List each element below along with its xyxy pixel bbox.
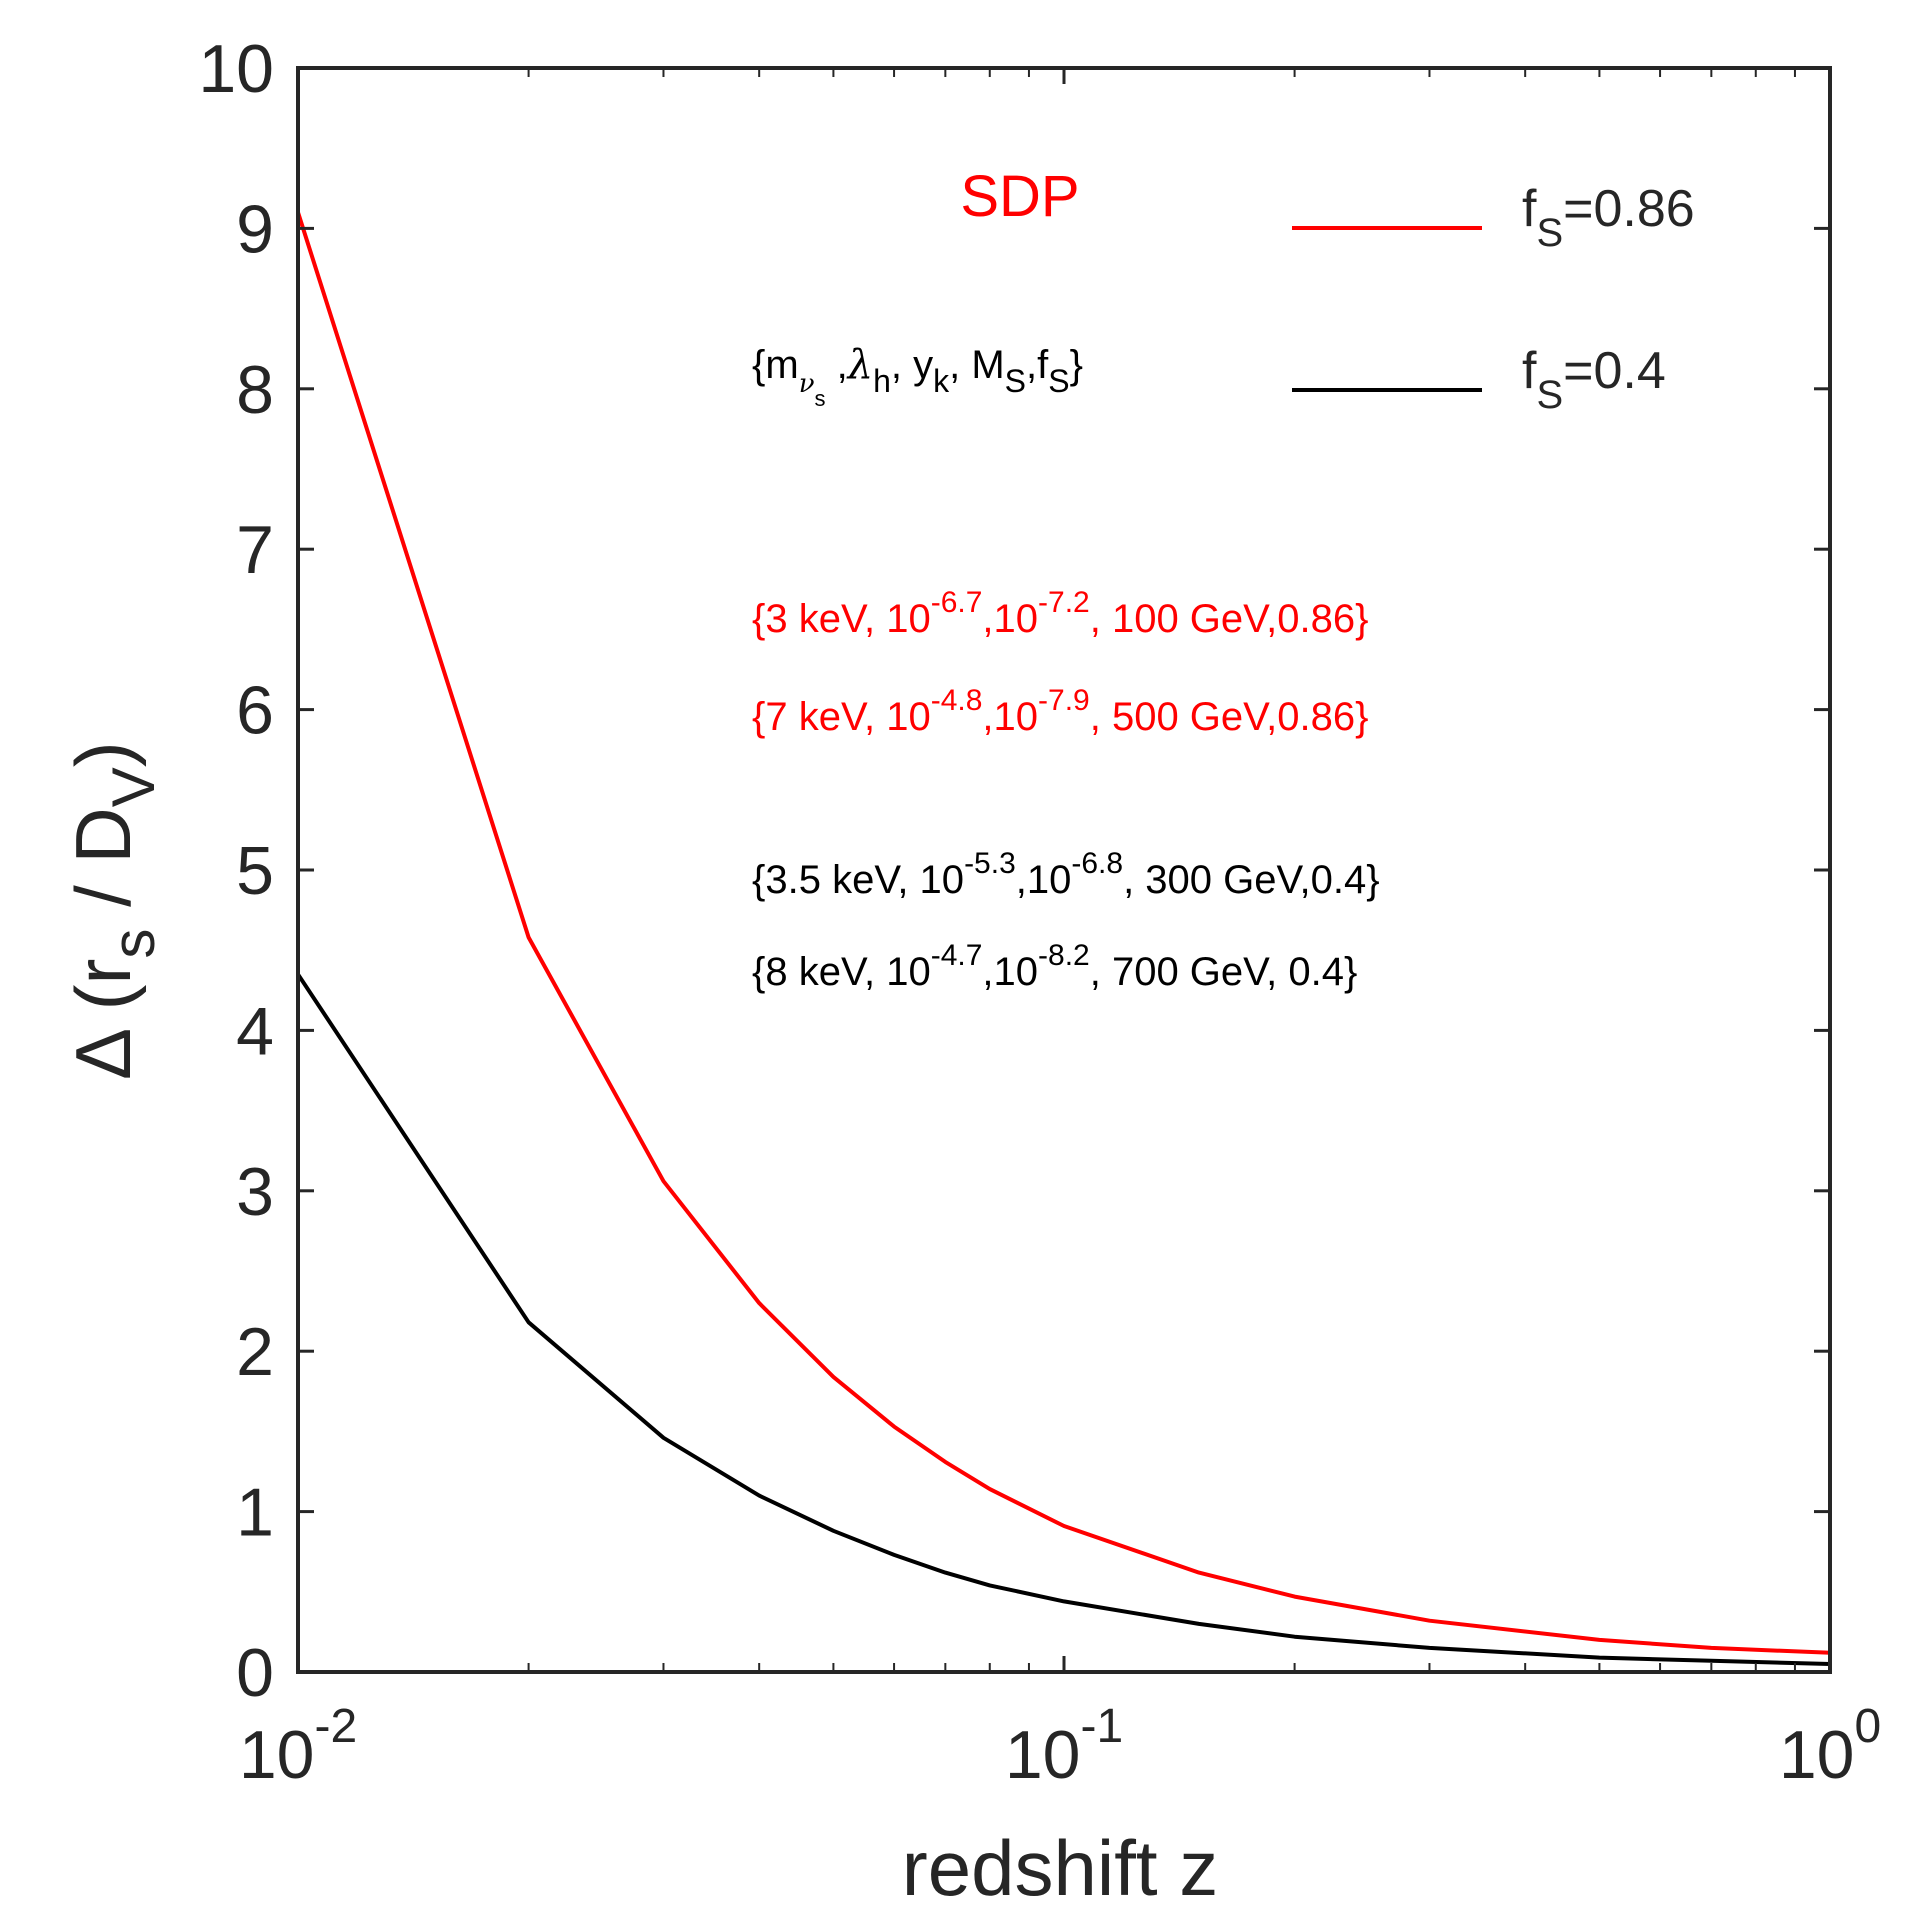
y-axis-title-mid: / D (59, 807, 147, 928)
a2-e1: -4.8 (931, 684, 983, 717)
legend-red-rest: =0.86 (1563, 180, 1695, 238)
y-tick-label: 3 (236, 1154, 274, 1230)
hdr-y: , y (891, 343, 933, 387)
x-tick-label-exponent: -1 (1080, 1700, 1123, 1753)
annotation-red-2: {7 keV, 10-4.8,10-7.9, 500 GeV,0.86} (752, 684, 1369, 739)
axes (296, 66, 1832, 1674)
hdr-MS: S (1005, 363, 1026, 399)
a3-p3: , 300 GeV,0.4} (1123, 858, 1380, 902)
series-line-1 (296, 973, 1831, 1666)
annotation-red-1: {3 keV, 10-6.7,10-7.2, 100 GeV,0.86} (752, 586, 1369, 641)
series-line-0 (296, 211, 1831, 1655)
y-axis-title-close: ) (59, 741, 147, 767)
y-tick-labels: 0 1 2 3 4 5 6 7 8 9 10 (198, 31, 274, 1711)
a1-e1: -6.7 (931, 586, 983, 619)
a4-e2: -8.2 (1038, 939, 1090, 972)
y-tick-label: 4 (236, 993, 274, 1069)
a3-e1: -5.3 (964, 847, 1016, 880)
a1-p1: {3 keV, 10 (752, 597, 931, 641)
hdr-k: k (933, 363, 950, 399)
legend-black-sub: S (1536, 373, 1563, 417)
legend-black-rest: =0.4 (1563, 342, 1666, 400)
hdr-comma1: , (826, 343, 848, 387)
plot-lines (296, 211, 1831, 1666)
a2-p2: ,10 (982, 695, 1038, 739)
y-tick-label: 0 (236, 1635, 274, 1711)
a4-p3: , 700 GeV, 0.4} (1090, 950, 1358, 994)
x-tick-label-exponent: 0 (1854, 1700, 1881, 1753)
x-tick-label: 100 (1779, 1700, 1881, 1793)
legend-red-sub: S (1536, 211, 1563, 255)
plot-title: SDP (960, 164, 1079, 229)
hdr-M: , M (949, 343, 1005, 387)
x-tick-label-base: 10 (1005, 1717, 1081, 1793)
hdr-nu-sub: s (815, 386, 826, 411)
y-tick-label: 1 (236, 1475, 274, 1551)
a3-p1: {3.5 keV, 10 (752, 858, 964, 902)
y-tick-label: 7 (236, 512, 274, 588)
annotation-black-2: {8 keV, 10-4.7,10-8.2, 700 GeV, 0.4} (752, 939, 1357, 994)
parameter-header: {mνs ,λh, yk, MS,fS} (752, 342, 1083, 411)
x-tick-label: 10-1 (1005, 1700, 1123, 1793)
y-axis-title-sub-s: s (100, 929, 167, 959)
hdr-h: h (873, 363, 891, 399)
x-axis-title: redshift z (902, 1824, 1218, 1912)
hdr-close: } (1070, 343, 1083, 387)
legend-black-f: f (1522, 342, 1537, 400)
legend: fS=0.86 fS=0.4 (1292, 180, 1695, 417)
y-tick-label: 8 (236, 352, 274, 428)
a2-p1: {7 keV, 10 (752, 695, 931, 739)
y-axis-title-main: Δ (r (59, 959, 147, 1080)
y-tick-label: 10 (198, 31, 274, 107)
y-tick-label: 2 (236, 1314, 274, 1390)
y-tick-label: 6 (236, 673, 274, 749)
a2-e2: -7.9 (1038, 684, 1090, 717)
legend-label-red: fS=0.86 (1522, 180, 1695, 255)
a3-p2: ,10 (1016, 858, 1072, 902)
a1-p3: , 100 GeV,0.86} (1090, 597, 1369, 641)
hdr-open: {m (752, 343, 799, 387)
hdr-nu: ν (799, 369, 815, 399)
a1-e2: -7.2 (1038, 586, 1090, 619)
legend-red-f: f (1522, 180, 1537, 238)
hdr-lambda: λ (846, 342, 873, 388)
a2-p3: , 500 GeV,0.86} (1090, 695, 1369, 739)
hdr-f: ,f (1026, 343, 1049, 387)
x-tick-label-base: 10 (1779, 1717, 1855, 1793)
x-tick-label-base: 10 (239, 1717, 315, 1793)
y-axis-title: Δ (rs / DV) (59, 741, 167, 1080)
y-axis-title-sub-v: V (100, 767, 167, 807)
a1-p2: ,10 (982, 597, 1038, 641)
annotation-black-1: {3.5 keV, 10-5.3,10-6.8, 300 GeV,0.4} (752, 847, 1380, 902)
y-tick-label: 9 (236, 191, 274, 267)
x-tick-label: 10-2 (239, 1700, 357, 1793)
a4-p1: {8 keV, 10 (752, 950, 931, 994)
x-tick-label-exponent: -2 (314, 1700, 357, 1753)
a4-e1: -4.7 (931, 939, 983, 972)
x-tick-labels: 10-2 10-1 100 (239, 1700, 1881, 1793)
legend-label-black: fS=0.4 (1522, 342, 1666, 417)
a4-p2: ,10 (982, 950, 1038, 994)
a3-e2: -6.8 (1071, 847, 1123, 880)
hdr-fS: S (1048, 363, 1069, 399)
y-tick-label: 5 (236, 833, 274, 909)
